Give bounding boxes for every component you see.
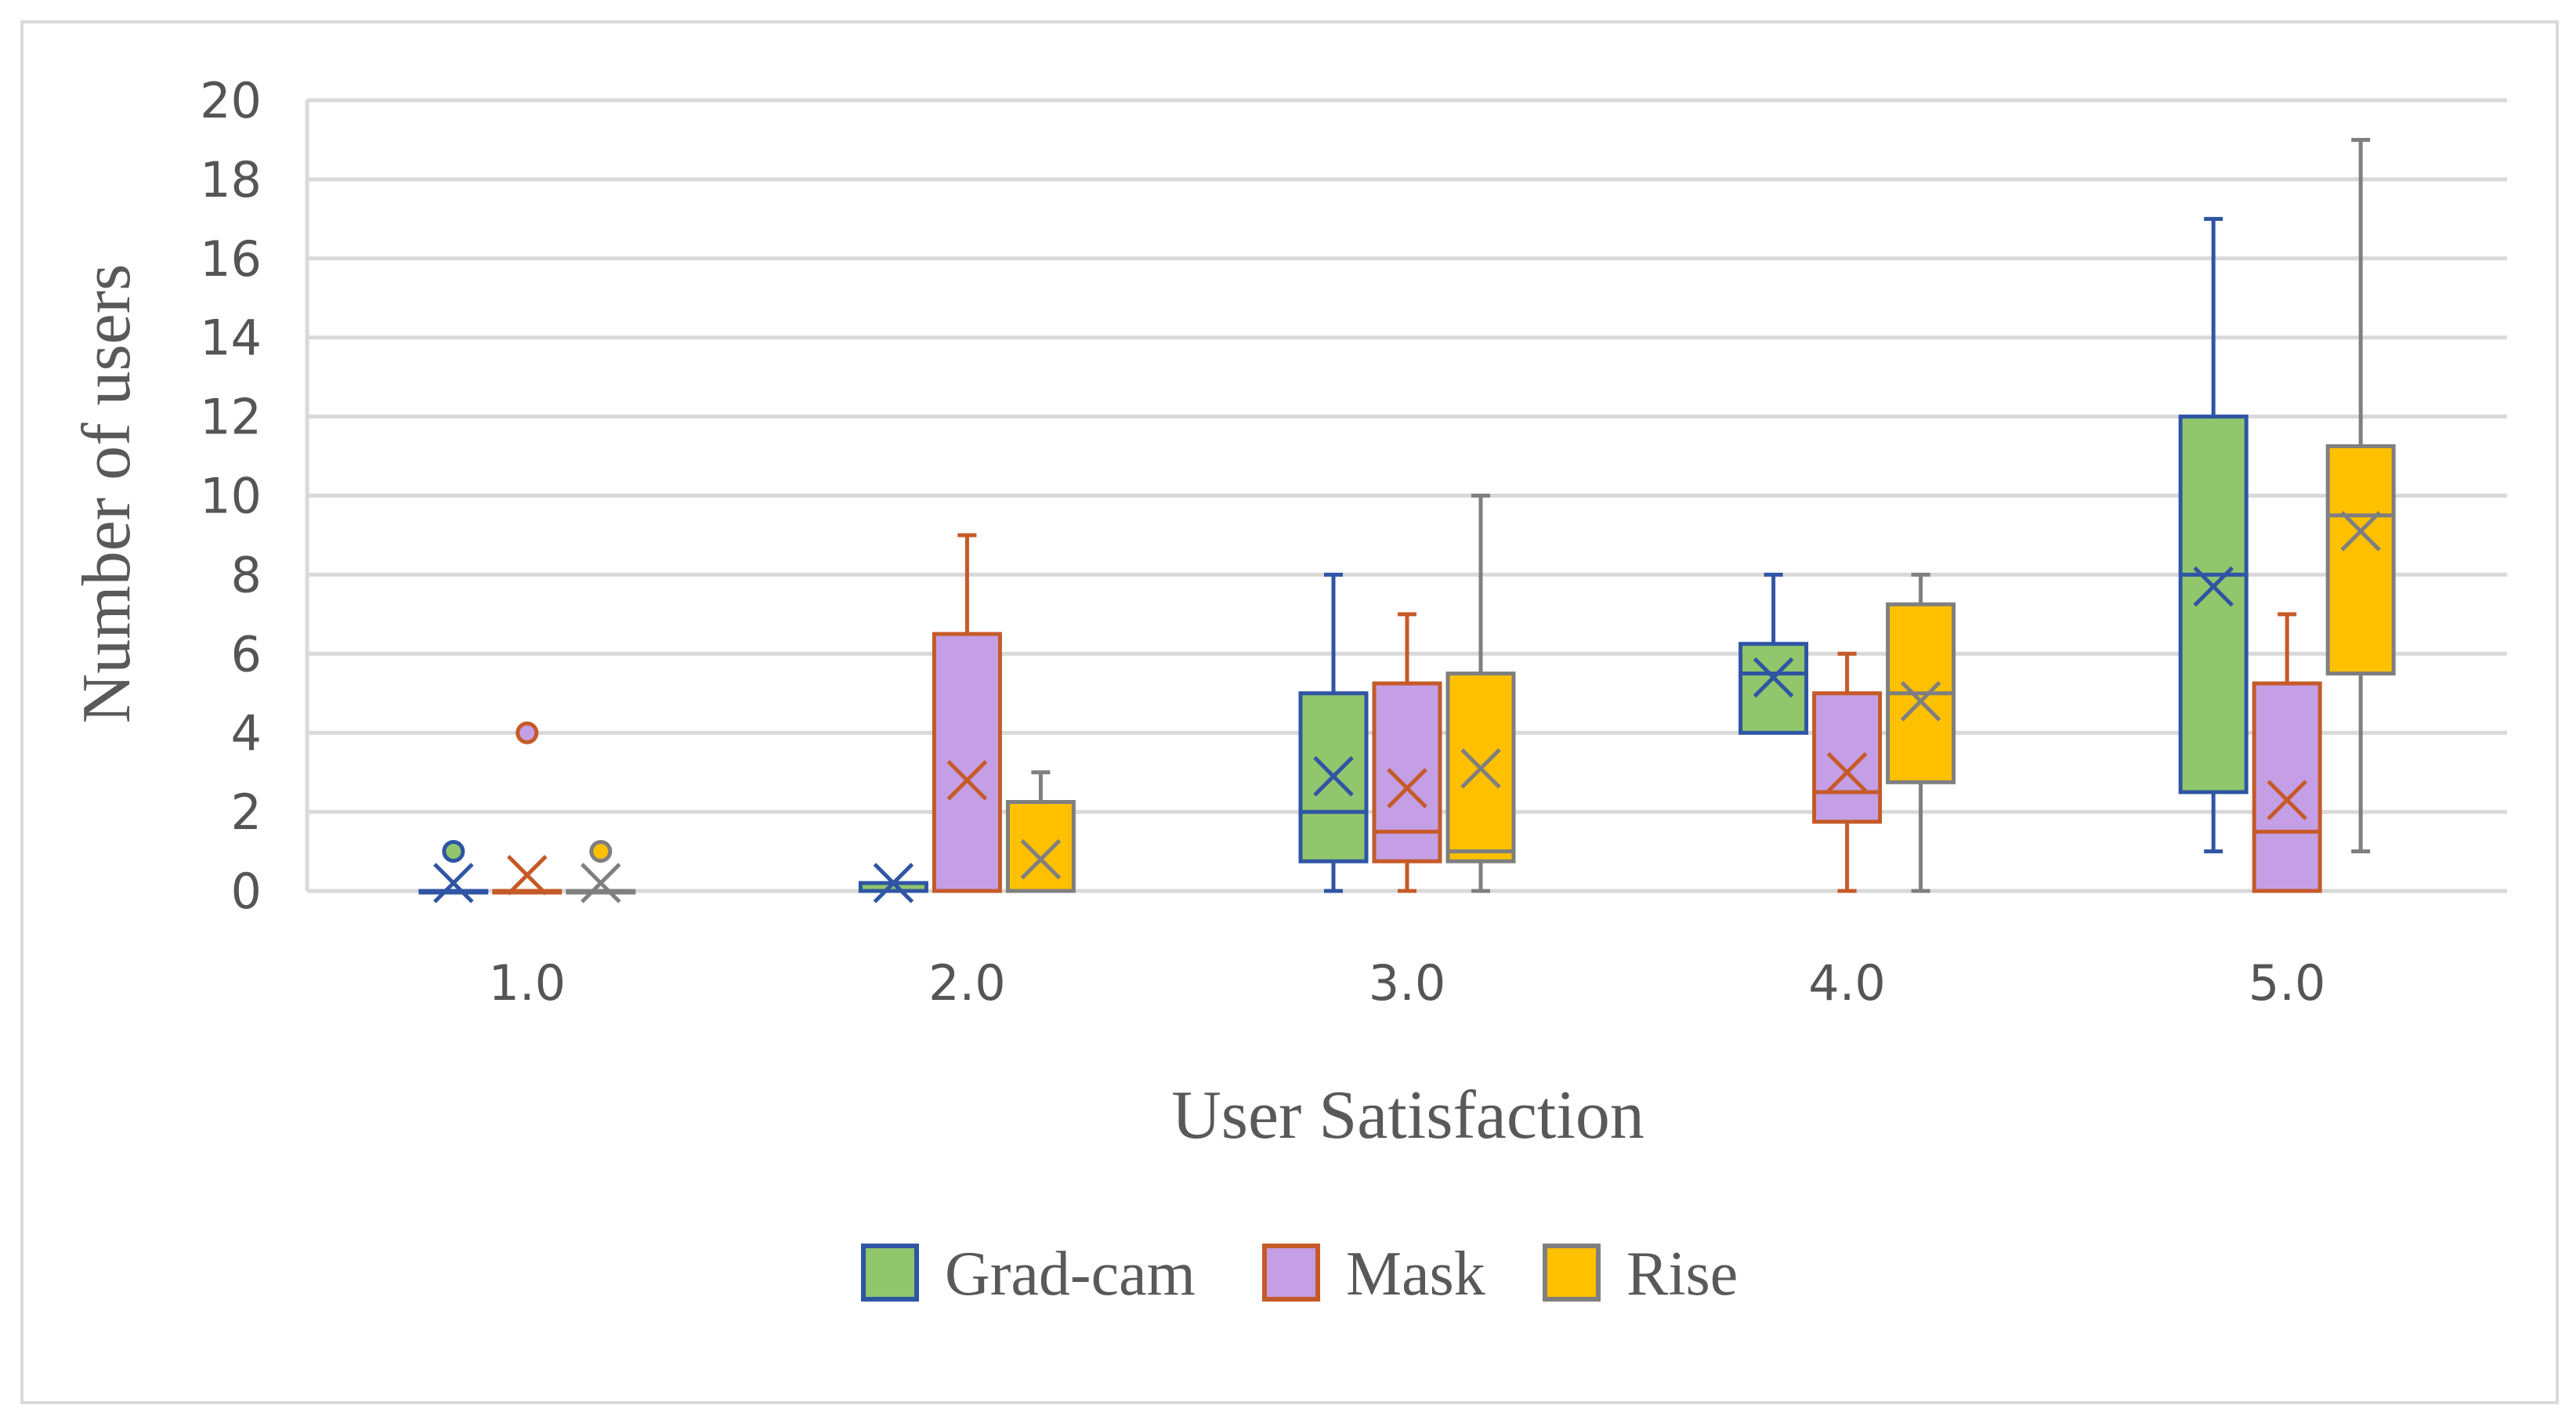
- y-axis-tick-labels: 0 2 4 6 8 10 12 14 16 18 20: [200, 72, 262, 920]
- box-mark: [492, 721, 563, 896]
- box-mark: [2325, 137, 2396, 854]
- box-body: [1812, 691, 1883, 824]
- outlier-point: [516, 721, 539, 744]
- x-axis-tick-labels: 1.0 2.0 3.0 4.0 5.0: [488, 954, 2325, 1012]
- series-mask: [492, 533, 2322, 896]
- series-rise: [566, 137, 2396, 903]
- mean-marker: [581, 863, 621, 903]
- legend-item-mask: Mask: [1262, 1240, 1485, 1309]
- box-body: [1372, 681, 1442, 864]
- x-tick-label: 4.0: [1808, 954, 1886, 1012]
- series-grad-cam: [418, 216, 2249, 903]
- legend-swatch: [1543, 1244, 1601, 1302]
- legend: Grad-cam Mask Rise: [861, 1240, 1738, 1309]
- mean-marker: [946, 759, 988, 801]
- box-mark: [2178, 216, 2249, 854]
- x-tick-label: 2.0: [928, 954, 1006, 1012]
- mean-marker: [1826, 751, 1868, 793]
- box-body: [1005, 799, 1076, 893]
- x-tick-label: 5.0: [2249, 954, 2326, 1012]
- y-tick-label: 6: [231, 625, 262, 683]
- mean-marker: [1900, 681, 1941, 722]
- x-tick-label: 1.0: [488, 954, 566, 1012]
- box-body: [1738, 642, 1809, 735]
- box-series: [418, 137, 2396, 903]
- chart-border: [20, 20, 2559, 1404]
- outlier-point: [589, 840, 613, 864]
- x-tick-label: 3.0: [1369, 954, 1446, 1012]
- box-mark: [932, 533, 1002, 893]
- box-body: [2178, 415, 2249, 795]
- mean-marker: [1460, 748, 1501, 789]
- mean-marker: [2193, 566, 2234, 607]
- box-body: [2252, 681, 2322, 893]
- y-tick-label: 16: [200, 230, 262, 288]
- mean-marker: [1753, 657, 1794, 698]
- legend-swatch: [861, 1244, 919, 1302]
- box-body: [2325, 444, 2396, 676]
- mean-marker: [2340, 511, 2381, 552]
- box-mark: [1445, 494, 1516, 893]
- legend-label: Rise: [1626, 1240, 1738, 1309]
- y-tick-label: 10: [200, 468, 262, 525]
- y-tick-label: 2: [231, 784, 262, 841]
- y-tick-label: 12: [200, 389, 262, 446]
- legend-item-grad-cam: Grad-cam: [861, 1240, 1196, 1309]
- legend-label: Mask: [1346, 1240, 1485, 1309]
- legend-swatch: [1262, 1244, 1320, 1302]
- box-mark: [1886, 572, 1956, 893]
- legend-item-rise: Rise: [1543, 1240, 1738, 1309]
- y-tick-label: 18: [200, 151, 262, 208]
- mean-marker: [873, 863, 914, 903]
- mean-marker: [2267, 780, 2307, 820]
- box-mark: [1298, 572, 1369, 893]
- mean-marker: [1387, 768, 1427, 809]
- box-mark: [858, 863, 928, 903]
- box-mark: [1372, 612, 1442, 893]
- legend-label: Grad-cam: [945, 1240, 1196, 1309]
- box-mark: [2252, 612, 2322, 893]
- mean-marker: [1020, 838, 1062, 880]
- box-mark: [1738, 572, 1809, 735]
- box-mark: [1812, 651, 1883, 893]
- y-tick-label: 20: [200, 72, 262, 129]
- box-mark: [1005, 770, 1076, 893]
- y-tick-label: 8: [231, 546, 262, 603]
- mean-marker: [433, 863, 474, 903]
- outlier-point: [442, 840, 465, 864]
- y-tick-label: 4: [231, 704, 262, 762]
- gridlines: [305, 98, 2507, 893]
- box-mark: [566, 840, 636, 903]
- y-axis-title: Number of users: [69, 264, 145, 724]
- box-mark: [418, 840, 489, 903]
- mean-marker: [507, 855, 548, 896]
- y-tick-label: 14: [200, 310, 262, 367]
- x-axis-title: User Satisfaction: [1171, 1077, 1644, 1153]
- y-tick-label: 0: [231, 863, 262, 920]
- mean-marker: [1313, 755, 1354, 797]
- box-body: [932, 632, 1002, 893]
